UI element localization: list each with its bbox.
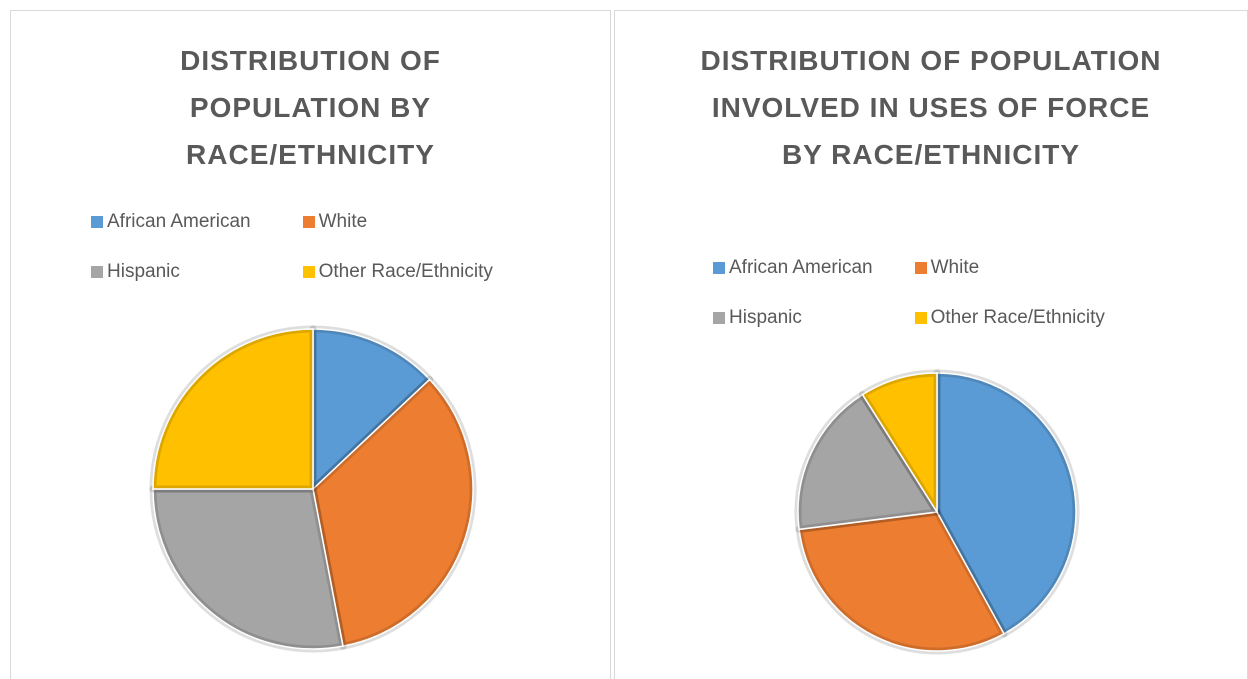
legend-swatch	[914, 262, 927, 274]
slice-edge	[152, 328, 314, 490]
slice-edge	[861, 372, 938, 515]
slice-edge	[936, 372, 1077, 635]
slice-edge	[797, 393, 939, 531]
legend-label: Hispanic	[107, 261, 180, 282]
legend-label: Other Race/Ethnicity	[930, 307, 1105, 328]
legend-label: White	[318, 211, 368, 232]
legend-label: White	[930, 257, 980, 278]
legend-item: Hispanic	[91, 261, 251, 283]
chart-panel: DISTRIBUTION OF POPULATION BY RACE/ETHNI…	[10, 10, 611, 679]
legend-label: Other Race/Ethnicity	[318, 261, 493, 282]
legend-label: African American	[107, 211, 251, 232]
legend-item: Other Race/Ethnicity	[302, 261, 493, 283]
pie-chart	[794, 369, 1080, 655]
legend-item: White	[914, 257, 1105, 279]
legend-item: Other Race/Ethnicity	[914, 307, 1105, 329]
legend-item: Hispanic	[713, 307, 873, 329]
legend-swatch	[302, 266, 315, 278]
pie-slice	[149, 485, 347, 653]
chart-panel: DISTRIBUTION OF POPULATION INVOLVED IN U…	[614, 10, 1248, 679]
chart-title: DISTRIBUTION OF POPULATION BY RACE/ETHNI…	[180, 45, 441, 170]
legend-label: Hispanic	[729, 307, 802, 328]
legend: African American White Hispanic Other Race/…	[91, 211, 493, 283]
legend-swatch	[713, 262, 725, 274]
legend-swatch	[914, 312, 927, 324]
legend-swatch	[713, 312, 725, 324]
legend: African American White Hispanic Other Race/…	[713, 257, 1105, 329]
legend-swatch	[91, 216, 103, 228]
slice-edge	[798, 511, 1005, 652]
legend-item: African American	[713, 257, 873, 279]
legend-swatch	[91, 266, 103, 278]
pie-slice	[149, 325, 317, 493]
slice-edge	[312, 378, 474, 648]
legend-item: African American	[91, 211, 251, 233]
pie-chart	[149, 325, 477, 653]
legend-label: African American	[729, 257, 873, 278]
slice-edge	[152, 488, 344, 650]
legend-item: White	[302, 211, 493, 233]
slice-edge	[312, 328, 431, 491]
chart-title: DISTRIBUTION OF POPULATION INVOLVED IN U…	[700, 45, 1162, 170]
legend-swatch	[302, 216, 315, 228]
